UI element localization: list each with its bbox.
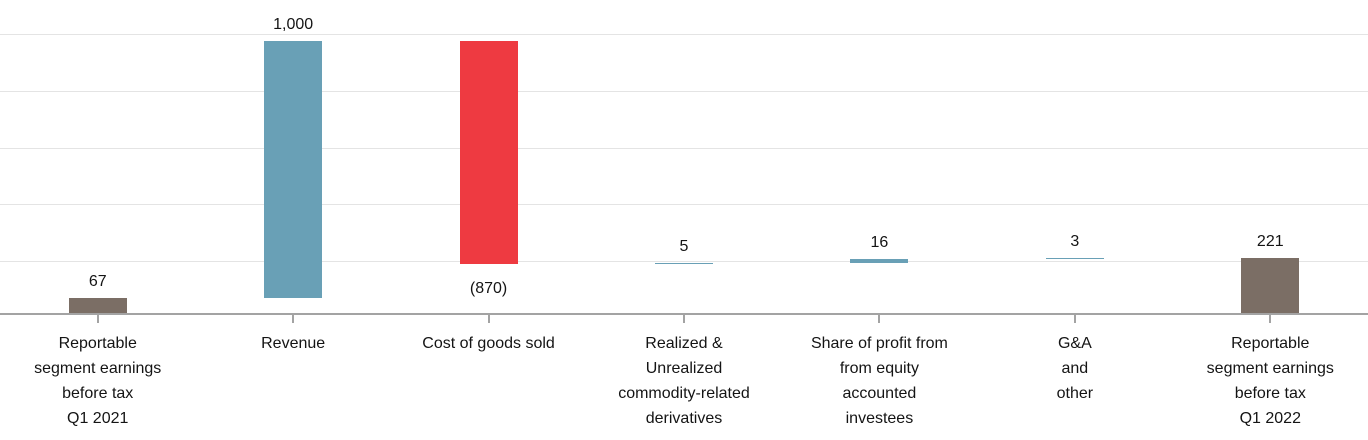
bar-value-label: 67 [88, 272, 107, 290]
x-axis-line [0, 313, 1368, 315]
axis-tick [292, 315, 295, 323]
category-label: Cost of goods sold [422, 335, 555, 352]
gridline [0, 91, 1368, 92]
axis-tick [96, 315, 99, 323]
category-label: Revenue [261, 335, 326, 352]
waterfall-bar-increase [1045, 258, 1104, 260]
axis-tick [683, 315, 685, 323]
bar-value-label: 3 [1070, 233, 1080, 251]
category-label: G&A and other [1056, 335, 1094, 402]
axis-tick [1269, 315, 1272, 323]
bar-value-label: 5 [679, 238, 689, 256]
waterfall-bar-total [1241, 258, 1300, 315]
category-label: Reportable segment earnings before tax Q… [34, 335, 162, 427]
waterfall-bar-total [68, 297, 127, 315]
waterfall-bar-increase [264, 41, 323, 298]
category-label: Realized & Unrealized commodity-related … [618, 335, 750, 427]
gridline [0, 34, 1368, 35]
bar-value-label: 221 [1256, 233, 1284, 251]
axis-tick [487, 315, 490, 323]
bar-value-label: 16 [870, 234, 889, 252]
gridline [0, 261, 1368, 262]
axis-tick [1073, 315, 1076, 323]
waterfall-bar-increase [655, 263, 713, 265]
bar-value-label: (870) [469, 280, 508, 298]
gridline [0, 204, 1368, 205]
axis-tick [878, 315, 881, 323]
waterfall-bar-decrease [459, 41, 518, 265]
category-label: Share of profit from from equity account… [810, 335, 948, 427]
waterfall-bar-increase [850, 259, 909, 264]
gridline [0, 148, 1368, 149]
bar-value-label: 1,000 [273, 16, 314, 34]
category-label: Reportable segment earnings before tax Q… [1206, 335, 1334, 427]
